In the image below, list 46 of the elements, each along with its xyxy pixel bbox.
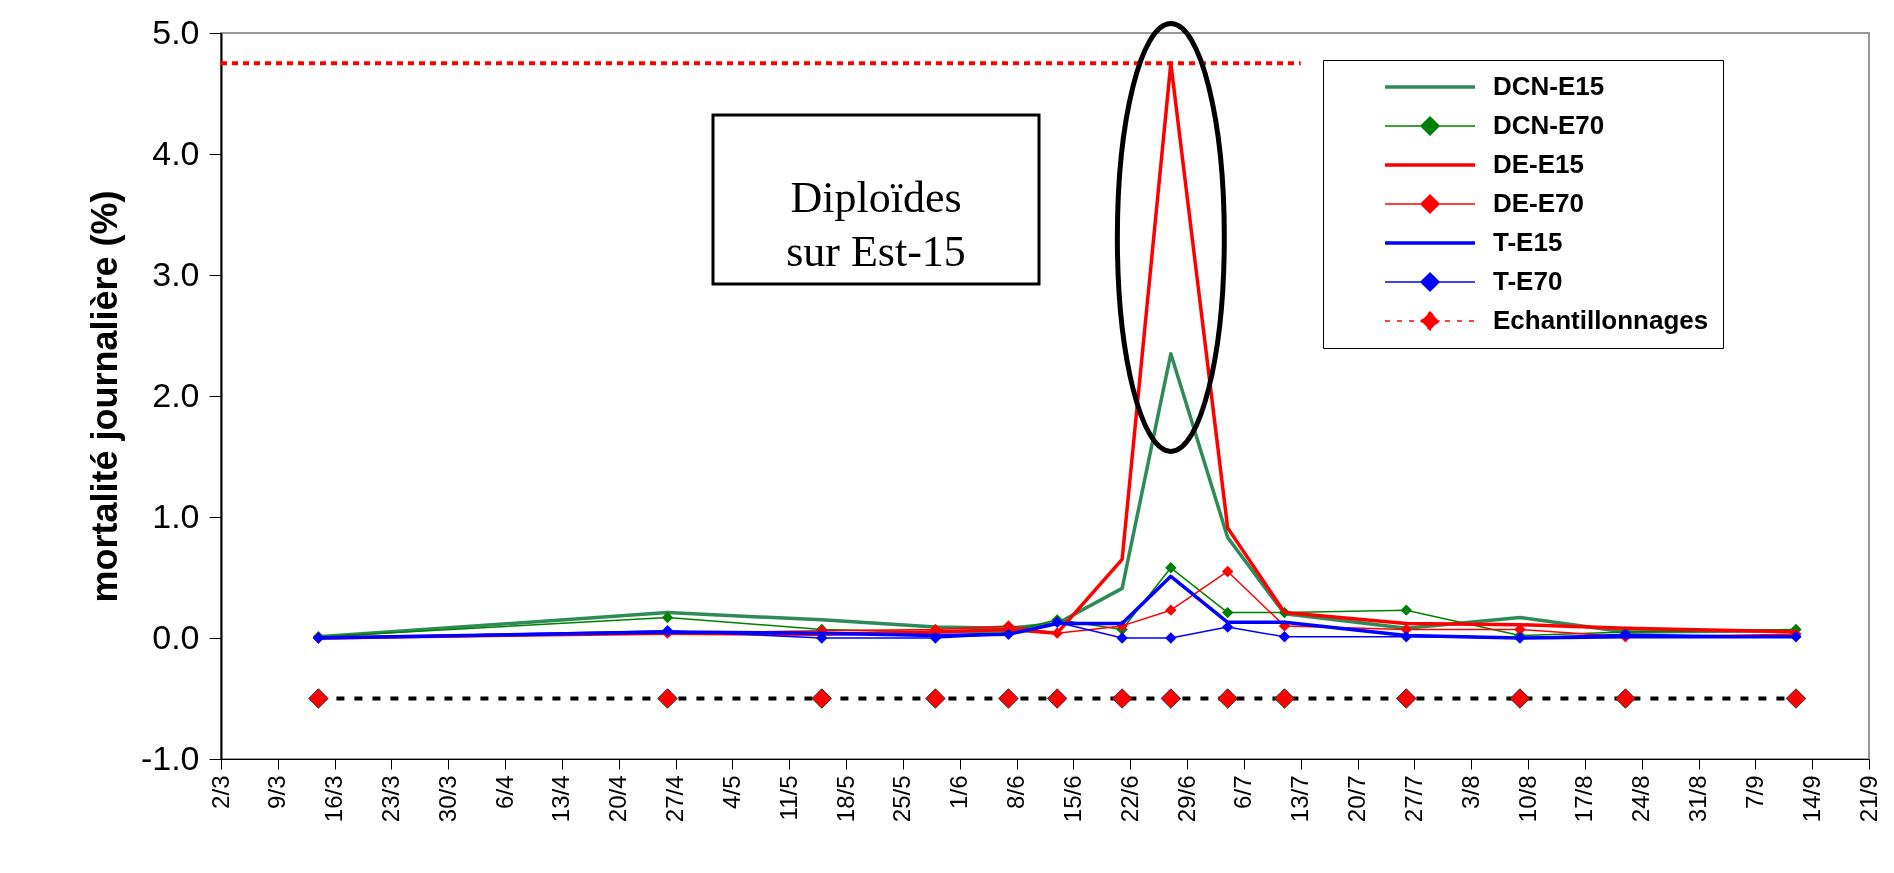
x-tick-label: 25/5: [888, 775, 916, 823]
y-tick-label: 1.0: [152, 496, 200, 535]
y-tick-label: 3.0: [152, 254, 200, 293]
x-tick-label: 17/8: [1570, 775, 1598, 823]
x-tick-label: 27/4: [661, 775, 689, 823]
x-tick-label: 2/3: [206, 775, 234, 809]
x-tick-label: 27/7: [1399, 775, 1427, 823]
x-tick-label: 15/6: [1058, 775, 1086, 823]
x-tick-label: 6/4: [490, 775, 518, 809]
x-tick-label: 20/4: [604, 775, 632, 823]
x-tick-label: 9/3: [263, 775, 291, 809]
legend-label: Echantillonnages: [1493, 305, 1709, 335]
x-tick-label: 20/7: [1343, 775, 1371, 823]
legend-label: DCN-E70: [1493, 110, 1605, 140]
legend-label: T-E15: [1493, 227, 1563, 257]
x-tick-label: 29/6: [1172, 775, 1200, 823]
legend-label: T-E70: [1493, 266, 1563, 296]
x-tick-label: 7/9: [1740, 775, 1768, 809]
x-tick-label: 3/8: [1456, 775, 1484, 809]
y-tick-label: 2.0: [152, 375, 200, 414]
x-tick-label: 6/7: [1229, 775, 1257, 809]
x-tick-label: 21/9: [1854, 775, 1882, 823]
legend-label: DE-E70: [1493, 188, 1585, 218]
x-tick-label: 31/8: [1684, 775, 1712, 823]
x-tick-label: 18/5: [831, 775, 859, 823]
y-axis-title: mortalité journalière (%): [83, 190, 125, 603]
annotation: Diploïdes sur Est-15: [786, 173, 966, 276]
x-tick-label: 13/4: [547, 775, 575, 823]
y-tick-label: 5.0: [152, 12, 200, 51]
legend-label: DE-E15: [1493, 149, 1585, 179]
x-tick-label: 11/5: [774, 775, 802, 821]
x-tick-label: 24/8: [1627, 775, 1655, 823]
x-tick-label: 30/3: [433, 775, 461, 823]
y-tick-label: 4.0: [152, 133, 200, 172]
y-tick-label: 0.0: [152, 617, 200, 656]
x-tick-label: 13/7: [1286, 775, 1314, 823]
x-tick-label: 10/8: [1513, 775, 1541, 823]
x-tick-label: 16/3: [320, 775, 348, 823]
x-tick-label: 23/3: [376, 775, 404, 823]
x-tick-label: 14/9: [1797, 775, 1825, 823]
x-tick-label: 1/6: [945, 775, 973, 809]
x-tick-label: 4/5: [717, 775, 745, 809]
y-tick-label: -1.0: [140, 738, 200, 777]
x-tick-label: 8/6: [1002, 775, 1030, 809]
legend-label: DCN-E15: [1493, 71, 1605, 101]
x-tick-label: 22/6: [1115, 775, 1143, 823]
